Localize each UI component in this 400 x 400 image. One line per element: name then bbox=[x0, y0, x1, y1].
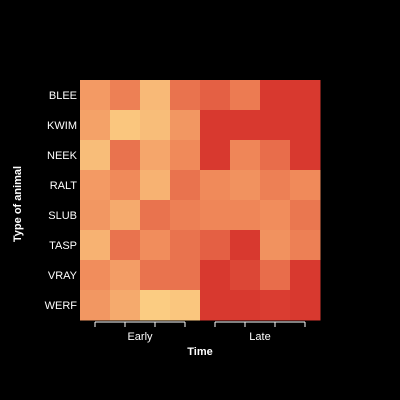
heatmap-cell-kwim-3 bbox=[140, 110, 171, 141]
heatmap-cell-kwim-1 bbox=[80, 110, 111, 141]
heatmap-cell-kwim-8 bbox=[290, 110, 321, 141]
heatmap-cell-neek-5 bbox=[200, 140, 231, 171]
heatmap-cell-tasp-7 bbox=[260, 230, 291, 261]
row-label-neek: NEEK bbox=[47, 150, 78, 162]
row-label-vray: VRAY bbox=[48, 270, 78, 282]
heatmap-cell-tasp-3 bbox=[140, 230, 171, 261]
heatmap-cell-blee-8 bbox=[290, 80, 321, 111]
heatmap-cell-slub-2 bbox=[110, 200, 141, 231]
heatmap-cell-blee-1 bbox=[80, 80, 111, 111]
heatmap-cell-kwim-6 bbox=[230, 110, 261, 141]
y-axis-title: Type of animal bbox=[12, 166, 24, 242]
heatmap-cell-blee-5 bbox=[200, 80, 231, 111]
heatmap-cell-slub-5 bbox=[200, 200, 231, 231]
heatmap-cell-kwim-5 bbox=[200, 110, 231, 141]
heatmap-cell-blee-7 bbox=[260, 80, 291, 111]
heatmap-cell-ralt-5 bbox=[200, 170, 231, 201]
heatmap-cell-neek-7 bbox=[260, 140, 291, 171]
heatmap-cell-werf-5 bbox=[200, 290, 231, 321]
heatmap-cell-blee-6 bbox=[230, 80, 261, 111]
heatmap-cell-ralt-1 bbox=[80, 170, 111, 201]
heatmap-cell-ralt-7 bbox=[260, 170, 291, 201]
heatmap-cell-vray-5 bbox=[200, 260, 231, 291]
heatmap-cell-ralt-6 bbox=[230, 170, 261, 201]
heatmap-cell-werf-7 bbox=[260, 290, 291, 321]
heatmap-cell-werf-8 bbox=[290, 290, 321, 321]
heatmap-cell-ralt-3 bbox=[140, 170, 171, 201]
heatmap-cell-werf-4 bbox=[170, 290, 201, 321]
heatmap-cell-vray-6 bbox=[230, 260, 261, 291]
row-label-ralt: RALT bbox=[50, 180, 78, 192]
group-brackets bbox=[94, 321, 306, 327]
row-label-blee: BLEE bbox=[49, 90, 77, 102]
heatmap-cell-slub-1 bbox=[80, 200, 111, 231]
heatmap-cell-tasp-6 bbox=[230, 230, 261, 261]
heatmap-cell-tasp-1 bbox=[80, 230, 111, 261]
heatmap-cells bbox=[80, 80, 321, 321]
heatmap-cell-neek-8 bbox=[290, 140, 321, 171]
heatmap-cell-kwim-2 bbox=[110, 110, 141, 141]
heatmap-cell-neek-3 bbox=[140, 140, 171, 171]
heatmap-cell-neek-6 bbox=[230, 140, 261, 171]
row-label-kwim: KWIM bbox=[47, 120, 77, 132]
heatmap-cell-vray-4 bbox=[170, 260, 201, 291]
heatmap-cell-blee-4 bbox=[170, 80, 201, 111]
row-label-werf: WERF bbox=[45, 300, 78, 312]
group-label-late: Late bbox=[249, 331, 270, 343]
heatmap-cell-tasp-4 bbox=[170, 230, 201, 261]
heatmap-cell-werf-6 bbox=[230, 290, 261, 321]
heatmap-cell-tasp-2 bbox=[110, 230, 141, 261]
row-label-tasp: TASP bbox=[49, 240, 77, 252]
heatmap-cell-ralt-4 bbox=[170, 170, 201, 201]
heatmap-cell-ralt-8 bbox=[290, 170, 321, 201]
heatmap-cell-ralt-2 bbox=[110, 170, 141, 201]
heatmap-cell-blee-3 bbox=[140, 80, 171, 111]
heatmap-cell-vray-3 bbox=[140, 260, 171, 291]
heatmap-cell-neek-1 bbox=[80, 140, 111, 171]
heatmap-cell-neek-4 bbox=[170, 140, 201, 171]
heatmap-cell-vray-1 bbox=[80, 260, 111, 291]
heatmap-cell-slub-8 bbox=[290, 200, 321, 231]
heatmap-cell-tasp-5 bbox=[200, 230, 231, 261]
x-axis-title: Time bbox=[187, 346, 212, 358]
heatmap-cell-slub-3 bbox=[140, 200, 171, 231]
heatmap-cell-slub-6 bbox=[230, 200, 261, 231]
row-label-slub: SLUB bbox=[48, 210, 77, 222]
heatmap-cell-werf-1 bbox=[80, 290, 111, 321]
group-labels: Early Late bbox=[127, 331, 270, 343]
heatmap-cell-vray-7 bbox=[260, 260, 291, 291]
group-label-early: Early bbox=[127, 331, 153, 343]
heatmap-cell-vray-2 bbox=[110, 260, 141, 291]
heatmap-cell-vray-8 bbox=[290, 260, 321, 291]
heatmap-cell-werf-3 bbox=[140, 290, 171, 321]
heatmap-cell-slub-7 bbox=[260, 200, 291, 231]
heatmap-cell-blee-2 bbox=[110, 80, 141, 111]
heatmap-cell-kwim-7 bbox=[260, 110, 291, 141]
heatmap-cell-slub-4 bbox=[170, 200, 201, 231]
heatmap-cell-kwim-4 bbox=[170, 110, 201, 141]
row-labels: BLEE KWIM NEEK RALT SLUB TASP VRAY WERF bbox=[45, 90, 78, 312]
heatmap-cell-tasp-8 bbox=[290, 230, 321, 261]
heatmap-cell-neek-2 bbox=[110, 140, 141, 171]
heatmap-cell-werf-2 bbox=[110, 290, 141, 321]
